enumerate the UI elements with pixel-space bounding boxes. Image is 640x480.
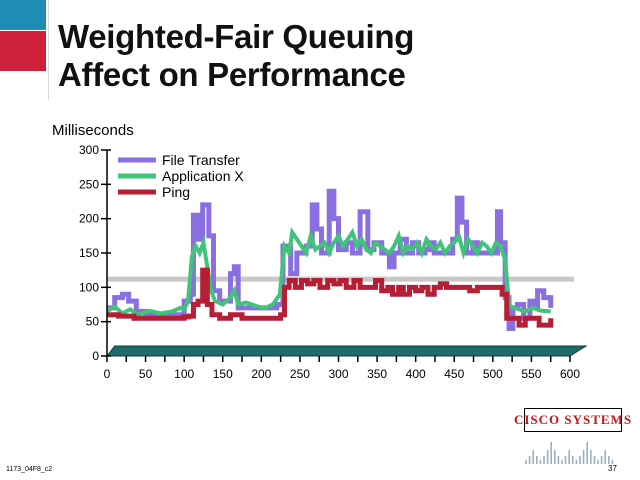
x-tick-label: 450 xyxy=(444,367,464,381)
x-tick-label: 200 xyxy=(251,367,271,381)
series-line-ping xyxy=(107,267,554,328)
y-axis-label: Milliseconds xyxy=(52,122,134,139)
y-tick-label: 250 xyxy=(79,177,99,191)
y-tick-label: 50 xyxy=(86,315,100,329)
x-tick-label: 500 xyxy=(483,367,503,381)
slide-title-line-2: Affect on Performance xyxy=(58,56,406,93)
accent-square-red xyxy=(0,31,46,71)
logo-bars-icon xyxy=(525,442,614,464)
legend-label: Ping xyxy=(162,184,190,200)
cisco-systems-logo: CISCO SYSTEMS xyxy=(514,408,631,468)
x-tick-label: 400 xyxy=(406,367,426,381)
chart-floor xyxy=(105,345,588,357)
x-tick-label: 50 xyxy=(139,367,153,381)
x-tick-label: 350 xyxy=(367,367,387,381)
footer-code: 1173_04F8_c2 xyxy=(6,466,53,473)
slide-title-line-1: Weighted-Fair Queuing xyxy=(58,18,415,55)
y-tick-label: 150 xyxy=(79,246,99,260)
series-line-file-transfer xyxy=(107,188,554,332)
title-divider xyxy=(48,0,49,100)
y-tick-label: 300 xyxy=(79,143,99,157)
slide-title: Weighted-Fair Queuing Affect on Performa… xyxy=(58,18,414,94)
legend-label: Application X xyxy=(162,168,244,184)
logo-wordmark: CISCO SYSTEMS xyxy=(514,408,631,432)
y-tick-label: 100 xyxy=(79,280,99,294)
series-line-application-x xyxy=(105,227,551,318)
page-number: 37 xyxy=(608,464,617,473)
x-tick-label: 100 xyxy=(174,367,194,381)
x-tick-label: 550 xyxy=(521,367,541,381)
x-tick-label: 600 xyxy=(560,367,580,381)
x-tick-label: 150 xyxy=(213,367,233,381)
y-tick-label: 200 xyxy=(79,212,99,226)
accent-square-teal xyxy=(0,0,46,30)
legend-label: File Transfer xyxy=(162,152,240,168)
x-tick-label: 250 xyxy=(290,367,310,381)
x-tick-label: 300 xyxy=(328,367,348,381)
y-tick-label: 0 xyxy=(92,349,99,363)
x-tick-label: 0 xyxy=(104,367,111,381)
